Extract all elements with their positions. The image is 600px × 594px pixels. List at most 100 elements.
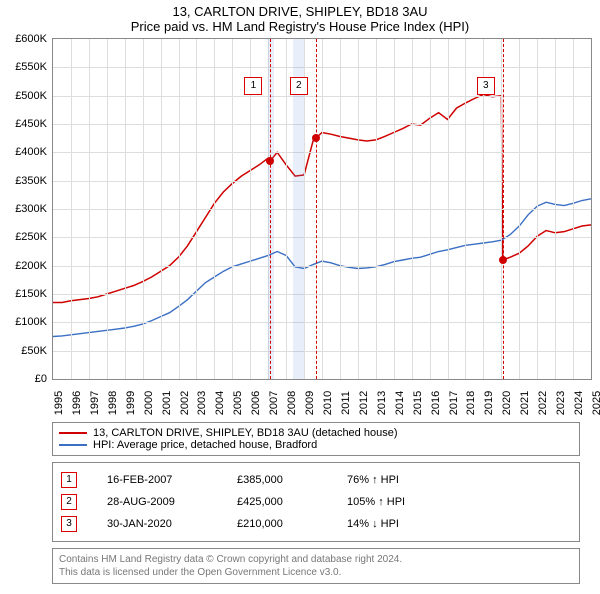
sale-annotation-box: 2 bbox=[290, 77, 308, 95]
sale-marker: 2 bbox=[61, 494, 77, 510]
sale-price: £425,000 bbox=[237, 496, 317, 508]
sale-annotation-box: 3 bbox=[477, 77, 495, 95]
gridline-v bbox=[394, 39, 395, 379]
sale-dot bbox=[499, 256, 507, 264]
x-tick-label: 1996 bbox=[71, 391, 83, 415]
x-tick-label: 2012 bbox=[358, 391, 370, 415]
sale-dot bbox=[266, 157, 274, 165]
gridline-v bbox=[358, 39, 359, 379]
gridline-v bbox=[537, 39, 538, 379]
chart-subtitle: Price paid vs. HM Land Registry's House … bbox=[0, 19, 600, 34]
x-tick-label: 2000 bbox=[143, 391, 155, 415]
x-tick-label: 2024 bbox=[573, 391, 585, 415]
y-tick-label: £450K bbox=[5, 118, 47, 130]
x-tick-label: 2018 bbox=[465, 391, 477, 415]
y-tick-label: £350K bbox=[5, 175, 47, 187]
y-tick-label: £500K bbox=[5, 90, 47, 102]
gridline-v bbox=[465, 39, 466, 379]
sale-hpi: 14% ↓ HPI bbox=[347, 518, 399, 530]
y-tick-label: £600K bbox=[5, 33, 47, 45]
legend-label: HPI: Average price, detached house, Brad… bbox=[93, 439, 317, 451]
x-tick-label: 2025 bbox=[591, 391, 600, 415]
footer-box: Contains HM Land Registry data © Crown c… bbox=[52, 548, 580, 584]
gridline-v bbox=[286, 39, 287, 379]
y-tick-label: £250K bbox=[5, 231, 47, 243]
sales-table: 1 16-FEB-2007 £385,000 76% ↑ HPI 2 28-AU… bbox=[52, 462, 580, 542]
gridline-v bbox=[89, 39, 90, 379]
gridline-v bbox=[179, 39, 180, 379]
x-tick-label: 2009 bbox=[304, 391, 316, 415]
gridline-v bbox=[125, 39, 126, 379]
legend-swatch bbox=[59, 444, 87, 446]
sale-marker: 1 bbox=[61, 472, 77, 488]
gridline-v bbox=[196, 39, 197, 379]
x-tick-label: 2017 bbox=[448, 391, 460, 415]
gridline-v bbox=[107, 39, 108, 379]
x-tick-label: 2003 bbox=[196, 391, 208, 415]
sale-row: 2 28-AUG-2009 £425,000 105% ↑ HPI bbox=[61, 491, 571, 513]
x-tick-label: 2007 bbox=[268, 391, 280, 415]
legend-label: 13, CARLTON DRIVE, SHIPLEY, BD18 3AU (de… bbox=[93, 427, 397, 439]
y-tick-label: £100K bbox=[5, 316, 47, 328]
gridline-v bbox=[519, 39, 520, 379]
legend-box: 13, CARLTON DRIVE, SHIPLEY, BD18 3AU (de… bbox=[52, 422, 580, 456]
y-tick-label: £550K bbox=[5, 61, 47, 73]
sale-vline bbox=[316, 39, 317, 379]
x-tick-label: 1997 bbox=[89, 391, 101, 415]
gridline-v bbox=[340, 39, 341, 379]
legend-swatch bbox=[59, 432, 87, 434]
sale-price: £210,000 bbox=[237, 518, 317, 530]
x-tick-label: 2020 bbox=[501, 391, 513, 415]
x-tick-label: 2011 bbox=[340, 391, 352, 415]
gridline-v bbox=[161, 39, 162, 379]
gridline-v bbox=[232, 39, 233, 379]
x-tick-label: 2004 bbox=[214, 391, 226, 415]
sale-date: 28-AUG-2009 bbox=[107, 496, 207, 508]
gridline-v bbox=[71, 39, 72, 379]
legend-row: 13, CARLTON DRIVE, SHIPLEY, BD18 3AU (de… bbox=[59, 427, 573, 439]
sale-row: 3 30-JAN-2020 £210,000 14% ↓ HPI bbox=[61, 513, 571, 535]
chart-plot-area: £0£50K£100K£150K£200K£250K£300K£350K£400… bbox=[52, 38, 592, 380]
x-tick-label: 2021 bbox=[519, 391, 531, 415]
y-tick-label: £300K bbox=[5, 203, 47, 215]
x-tick-label: 1995 bbox=[53, 391, 65, 415]
sale-vline bbox=[503, 39, 504, 379]
gridline-v bbox=[322, 39, 323, 379]
gridline-v bbox=[412, 39, 413, 379]
y-tick-label: £400K bbox=[5, 146, 47, 158]
x-tick-label: 2014 bbox=[394, 391, 406, 415]
sale-annotation-box: 1 bbox=[244, 77, 262, 95]
x-tick-label: 2005 bbox=[232, 391, 244, 415]
sale-hpi: 76% ↑ HPI bbox=[347, 474, 399, 486]
x-tick-label: 1999 bbox=[125, 391, 137, 415]
y-tick-label: £0 bbox=[5, 373, 47, 385]
sale-date: 30-JAN-2020 bbox=[107, 518, 207, 530]
y-tick-label: £50K bbox=[5, 345, 47, 357]
chart-title: 13, CARLTON DRIVE, SHIPLEY, BD18 3AU bbox=[0, 4, 600, 19]
x-tick-label: 2002 bbox=[179, 391, 191, 415]
x-tick-label: 2008 bbox=[286, 391, 298, 415]
x-tick-label: 2015 bbox=[412, 391, 424, 415]
x-tick-label: 2013 bbox=[376, 391, 388, 415]
sale-price: £385,000 bbox=[237, 474, 317, 486]
sale-date: 16-FEB-2007 bbox=[107, 474, 207, 486]
x-tick-label: 2016 bbox=[430, 391, 442, 415]
y-tick-label: £150K bbox=[5, 288, 47, 300]
sale-row: 1 16-FEB-2007 £385,000 76% ↑ HPI bbox=[61, 469, 571, 491]
x-tick-label: 2006 bbox=[250, 391, 262, 415]
gridline-v bbox=[448, 39, 449, 379]
sale-marker: 3 bbox=[61, 516, 77, 532]
sale-hpi: 105% ↑ HPI bbox=[347, 496, 405, 508]
x-tick-label: 2023 bbox=[555, 391, 567, 415]
sale-dot bbox=[312, 134, 320, 142]
legend-row: HPI: Average price, detached house, Brad… bbox=[59, 439, 573, 451]
gridline-v bbox=[143, 39, 144, 379]
gridline-v bbox=[376, 39, 377, 379]
gridline-v bbox=[430, 39, 431, 379]
footer-line: Contains HM Land Registry data © Crown c… bbox=[59, 553, 573, 566]
y-tick-label: £200K bbox=[5, 260, 47, 272]
x-tick-label: 2010 bbox=[322, 391, 334, 415]
x-tick-label: 2022 bbox=[537, 391, 549, 415]
gridline-v bbox=[555, 39, 556, 379]
footer-line: This data is licensed under the Open Gov… bbox=[59, 566, 573, 579]
